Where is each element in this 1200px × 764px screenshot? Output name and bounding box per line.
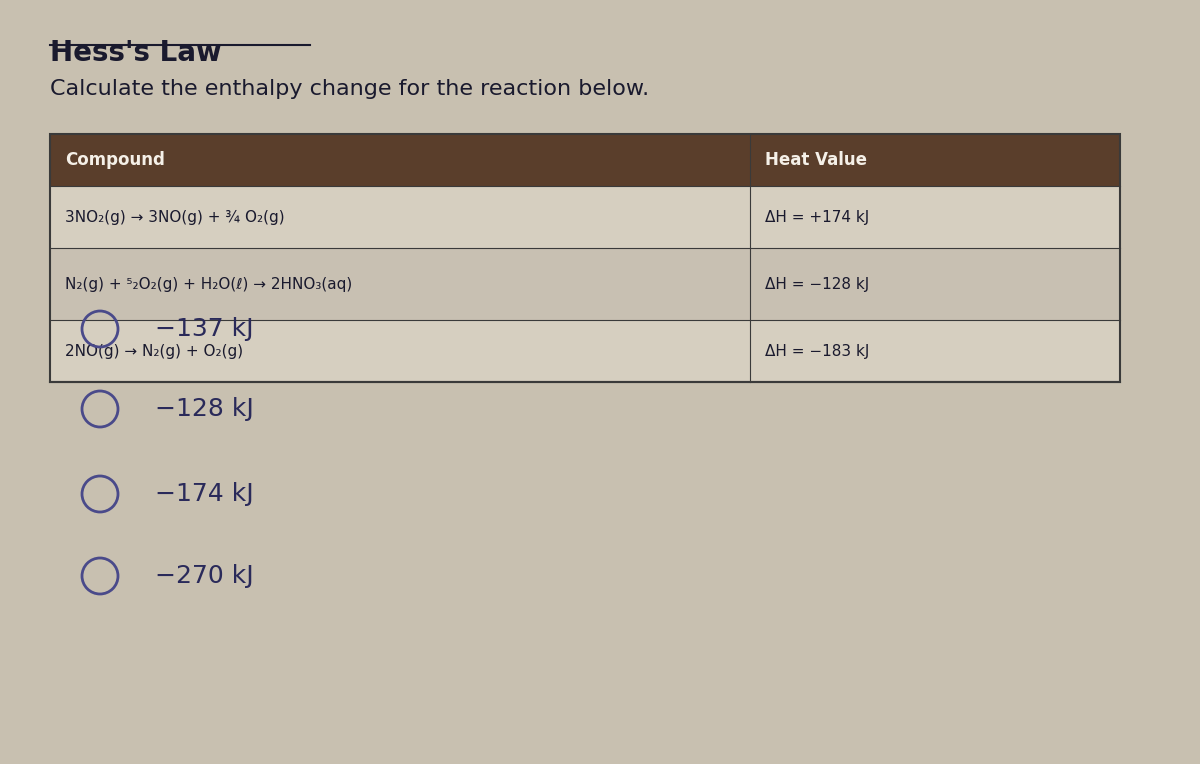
Bar: [50, 320, 1120, 382]
Text: −270 kJ: −270 kJ: [155, 564, 253, 588]
Text: −137 kJ: −137 kJ: [155, 317, 253, 341]
Text: −128 kJ: −128 kJ: [155, 397, 254, 421]
Text: 2NO(g) → N₂(g) + O₂(g): 2NO(g) → N₂(g) + O₂(g): [65, 344, 244, 358]
Text: ΔH = −128 kJ: ΔH = −128 kJ: [766, 277, 869, 292]
Text: ΔH = −183 kJ: ΔH = −183 kJ: [766, 344, 869, 358]
Text: Compound: Compound: [65, 151, 164, 169]
Bar: [50, 134, 1120, 382]
Text: Hess's Law: Hess's Law: [50, 39, 222, 67]
Text: 3NO₂(g) → 3NO(g) + ¾ O₂(g): 3NO₂(g) → 3NO(g) + ¾ O₂(g): [65, 209, 284, 225]
Bar: [50, 134, 1120, 186]
Text: ΔH = +174 kJ: ΔH = +174 kJ: [766, 209, 869, 225]
Text: −174 kJ: −174 kJ: [155, 482, 253, 506]
Text: N₂(g) + ⁵₂O₂(g) + H₂O(ℓ) → 2HNO₃(aq): N₂(g) + ⁵₂O₂(g) + H₂O(ℓ) → 2HNO₃(aq): [65, 277, 353, 292]
Bar: [50, 186, 1120, 248]
Bar: [50, 248, 1120, 320]
Text: Heat Value: Heat Value: [766, 151, 866, 169]
Text: Calculate the enthalpy change for the reaction below.: Calculate the enthalpy change for the re…: [50, 79, 649, 99]
